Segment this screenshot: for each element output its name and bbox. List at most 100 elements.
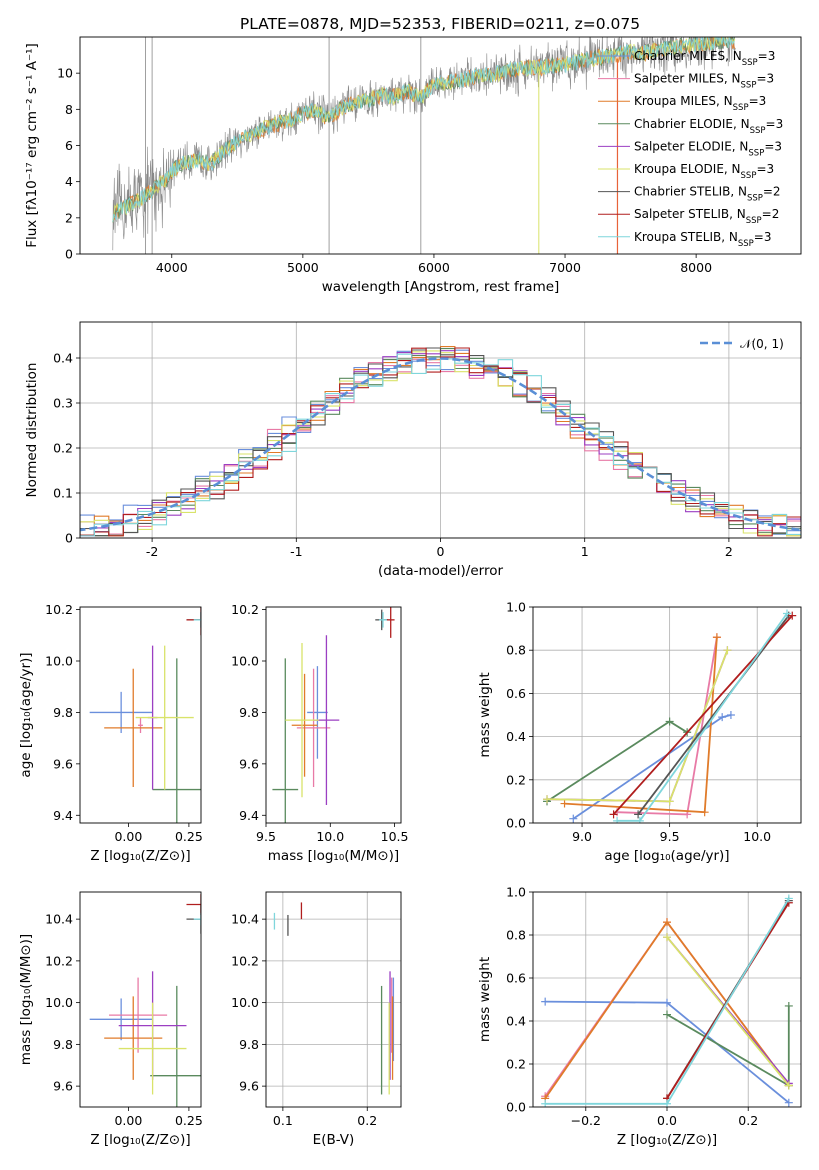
x-axis-label: Z [log₁₀(Z/Z⊙)] [90, 1132, 190, 1148]
y-tick-label: 9.6 [239, 1079, 259, 1094]
y-tick-label: 9.8 [53, 1037, 73, 1052]
weight-point [543, 795, 552, 804]
age_vs_mass-panel: 9.5 10.0 10.5 9.4 9.6 9.8 10.0 10.2 mass [log₁₀(… [231, 602, 409, 864]
y-tick-label: 9.6 [53, 1079, 73, 1094]
y-tick-label: 0.2 [506, 1057, 526, 1072]
x-axis-label: wavelength [Angstrom, rest frame] [322, 279, 560, 295]
y-tick-label: 9.8 [239, 1037, 259, 1052]
weight-point [788, 611, 797, 620]
axes-frame [265, 606, 402, 824]
weight-point [663, 1010, 671, 1019]
legend-entry: Chabrier ELODIE, NSSP=3 [634, 117, 783, 136]
y-tick-label: 9.8 [239, 705, 259, 720]
weight-line [546, 649, 729, 803]
y-tick-label: 8 [65, 102, 73, 117]
x-tick-label: 6000 [418, 260, 450, 275]
x-tick-label: 7000 [549, 260, 581, 275]
weight-line [666, 936, 790, 1087]
y-tick-label: 0.1 [53, 486, 73, 501]
weight-line [546, 649, 729, 803]
axes-frame [79, 891, 202, 1108]
weight_vs_Z-plot-area [533, 892, 801, 1107]
legend-entry: 𝒩(0, 1) [740, 337, 784, 351]
axes-frame [265, 891, 402, 1108]
weight-point [663, 918, 671, 927]
weight-point [609, 810, 618, 819]
y-tick-label: 9.6 [53, 756, 73, 771]
y-tick-label: 0.2 [53, 441, 73, 456]
legend-entry: Kroupa ELODIE, NSSP=3 [634, 162, 774, 181]
x-axis-label: Z [log₁₀(Z/Z⊙)] [617, 1132, 717, 1148]
weight-point [569, 814, 578, 823]
axes-frame [532, 606, 802, 824]
x-tick-label: 0.1 [273, 1113, 293, 1128]
legend-entry: Kroupa MILES, NSSP=3 [634, 94, 766, 113]
y-tick-label: 0.0 [506, 816, 526, 831]
x-axis-label: age [log₁₀(age/yr)] [604, 848, 729, 864]
x-axis-label: mass [log₁₀(M/M⊙)] [268, 848, 399, 864]
weight-point [665, 717, 674, 726]
y-tick-label: 2 [65, 210, 73, 225]
y-axis-label: Normed distribution [24, 363, 40, 498]
y-tick-label: 9.6 [239, 756, 259, 771]
weight-point [784, 1098, 793, 1107]
spectrum-legend: Chabrier MILES, NSSP=3 Salpeter MILES, NS… [598, 49, 783, 249]
mass_vs_Z-plot-area [89, 894, 201, 1107]
x-tick-label: 9.5 [660, 829, 680, 844]
y-tick-label: 1.0 [506, 885, 526, 900]
figure-title: PLATE=0878, MJD=52353, FIBERID=0211, z=0… [240, 15, 640, 33]
axes-frame [79, 321, 802, 539]
x-axis-label: (data-model)/error [378, 563, 504, 579]
legend-entry: Kroupa STELIB, NSSP=3 [634, 230, 772, 249]
x-tick-label: 2 [725, 544, 733, 559]
y-tick-label: 0.4 [506, 1014, 526, 1029]
residual-histogram [80, 347, 801, 537]
weight-point [560, 799, 569, 808]
weight-point [712, 633, 721, 642]
x-tick-label: 0.00 [114, 1113, 142, 1128]
x-tick-label: 0 [437, 544, 445, 559]
axes-frame [532, 891, 802, 1108]
y-tick-label: 10 [57, 66, 73, 81]
weight_vs_age-panel: 9.0 9.5 10.0 0.0 0.2 0.4 0.6 0.8 1.0 age [log₁₀(a… [477, 600, 802, 864]
mass_vs_EBV-plot-area [266, 892, 401, 1107]
y-tick-label: 4 [65, 174, 73, 189]
x-tick-label: 9.0 [572, 829, 592, 844]
y-tick-label: 0.8 [506, 643, 526, 658]
legend-entry: Salpeter STELIB, NSSP=2 [634, 207, 779, 226]
x-tick-label: 9.5 [256, 829, 276, 844]
x-tick-label: 10.5 [381, 829, 409, 844]
y-axis-label: mass weight [477, 957, 493, 1042]
weight-point [663, 933, 671, 942]
y-tick-label: 0 [65, 247, 73, 262]
age_vs_Z-plot-area [89, 607, 201, 823]
y-tick-label: 0.8 [506, 928, 526, 943]
model-spectrum [112, 37, 735, 223]
x-tick-label: 0.2 [357, 1113, 377, 1128]
y-tick-label: 9.4 [239, 808, 259, 823]
x-tick-label: 1 [581, 544, 589, 559]
weight-point [782, 609, 791, 618]
y-tick-label: 10.2 [45, 602, 73, 617]
weight_vs_age-plot-area [533, 607, 801, 823]
weight-point [784, 1081, 793, 1090]
y-tick-label: 0 [65, 531, 73, 546]
x-tick-label: -1 [290, 544, 302, 559]
weight-point [665, 797, 674, 806]
x-axis-label: E(B-V) [313, 1132, 355, 1148]
y-tick-label: 0.6 [506, 686, 526, 701]
gaussian-curve [80, 357, 801, 532]
legend-entry: Chabrier MILES, NSSP=3 [634, 49, 775, 68]
weight-point [784, 1001, 793, 1010]
weight-point [634, 810, 643, 819]
spectrum-panel: 4000 5000 6000 7000 8000 0 2 4 6 8 10 wavelength [A… [24, 36, 802, 295]
y-axis-label: mass [log₁₀(M/M⊙)] [18, 934, 34, 1065]
y-tick-label: 10.4 [45, 912, 73, 927]
x-tick-label: 10.0 [743, 829, 771, 844]
weight-point [784, 894, 793, 903]
weight-point [541, 1099, 550, 1107]
weight-point [726, 711, 735, 719]
legend-entry: Chabrier STELIB, NSSP=2 [634, 185, 781, 204]
weight-point [541, 997, 550, 1006]
